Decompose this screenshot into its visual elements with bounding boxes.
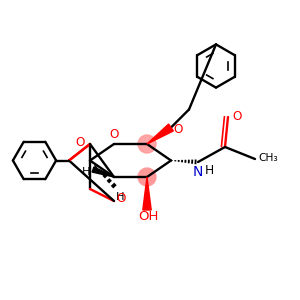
Text: OH: OH: [139, 210, 159, 223]
Text: O: O: [173, 122, 182, 136]
Text: H: H: [116, 191, 124, 202]
Circle shape: [138, 135, 156, 153]
Text: O: O: [109, 128, 119, 141]
Polygon shape: [147, 124, 173, 144]
Circle shape: [139, 169, 155, 185]
Circle shape: [138, 168, 156, 186]
Text: N: N: [193, 165, 203, 178]
Text: H: H: [205, 164, 214, 178]
Polygon shape: [143, 177, 151, 210]
Text: O: O: [232, 110, 242, 124]
Text: CH₃: CH₃: [258, 153, 278, 163]
Text: H: H: [82, 167, 91, 177]
Text: O: O: [117, 191, 126, 205]
Polygon shape: [92, 167, 114, 177]
Text: O: O: [76, 136, 85, 149]
